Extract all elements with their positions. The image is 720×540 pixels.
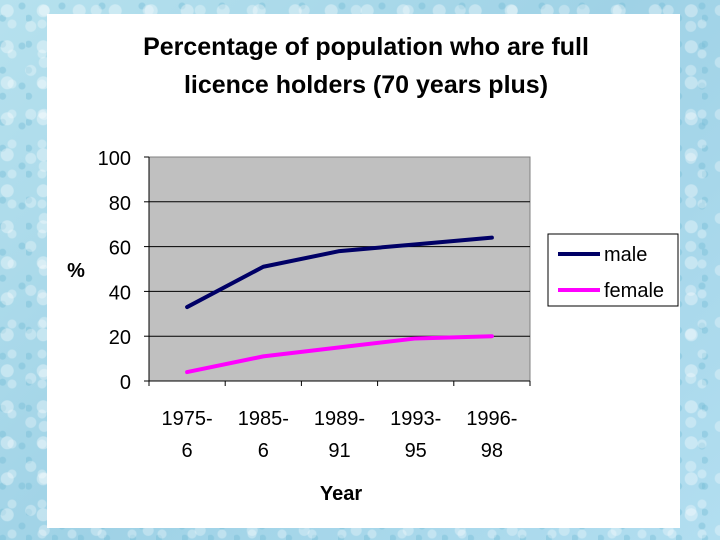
plot-background	[148, 156, 531, 382]
series-line-male	[185, 235, 494, 310]
x-axis-label: Year	[320, 483, 362, 505]
y-tick-label: 60	[109, 238, 131, 260]
legend-label-female: female	[604, 280, 664, 302]
x-tick-label-line2: 98	[481, 440, 503, 462]
x-tick-label-line2: 6	[182, 440, 193, 462]
x-tick-label-line1: 1993-	[390, 408, 441, 430]
x-tick-label-line1: 1985-	[238, 408, 289, 430]
x-tick-label-line2: 6	[258, 440, 269, 462]
y-axis-label: %	[67, 260, 85, 282]
y-tick-label: 100	[98, 148, 131, 170]
y-tick-label: 80	[109, 193, 131, 215]
x-tick-label-line2: 91	[328, 440, 350, 462]
legend: male female	[547, 233, 679, 307]
x-tick-label-line2: 95	[405, 440, 427, 462]
legend-label-male: male	[604, 244, 647, 266]
y-tick-label: 40	[109, 282, 131, 304]
chart-title-line1: Percentage of population who are full	[143, 33, 589, 61]
x-tick-label-line1: 1975-	[162, 408, 213, 430]
y-tick-label: 20	[109, 327, 131, 349]
series-line-female	[185, 334, 494, 375]
x-tick-label-line1: 1996-	[466, 408, 517, 430]
y-tick-label: 0	[120, 372, 131, 394]
x-tick-label-line1: 1989-	[314, 408, 365, 430]
chart-title-line2: licence holders (70 years plus)	[184, 71, 548, 99]
legend-box	[547, 233, 679, 307]
plot-area: 0 20 40 60 80 100 1975- 6 1985- 6 1989- 91 1993- 95 19…	[98, 148, 531, 462]
